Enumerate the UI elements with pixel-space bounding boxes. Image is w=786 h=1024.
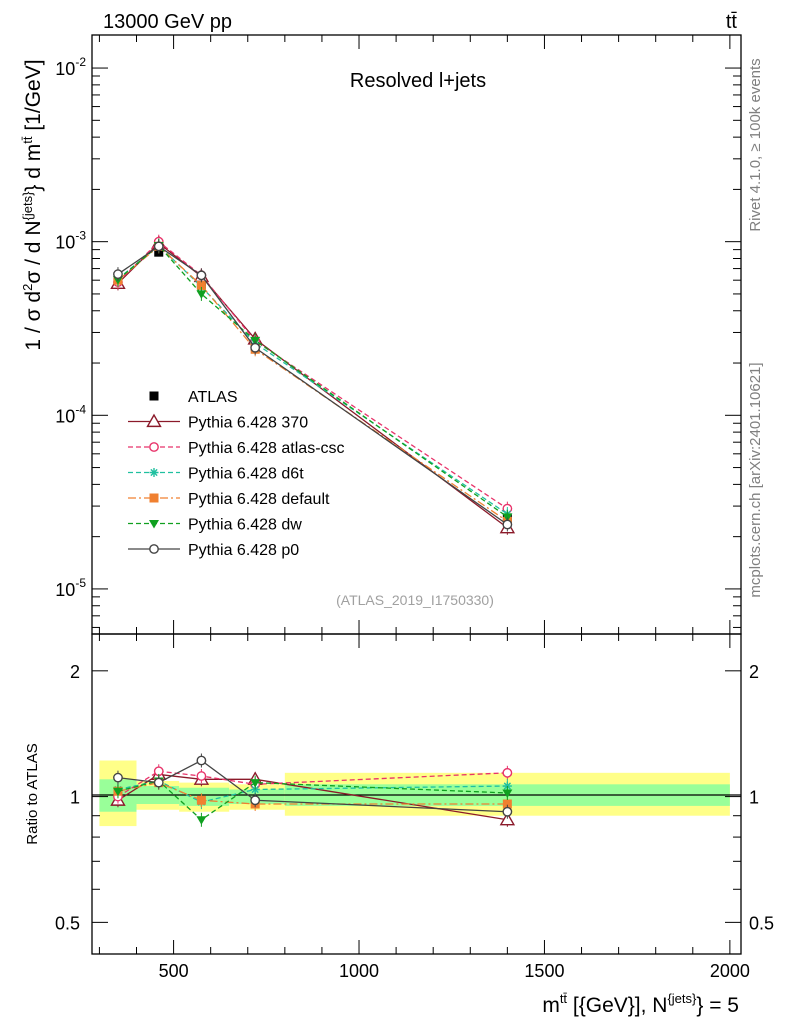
ratio-point-dw — [112, 787, 123, 797]
ratio-y-tick-label-left: 2 — [70, 662, 80, 682]
main-point-p0 — [113, 269, 123, 280]
legend-item-d6t: Pythia 6.428 d6t — [128, 466, 304, 483]
ratio-panel — [92, 753, 741, 827]
main-y-tick-label: 10-5 — [55, 576, 86, 600]
main-y-axis-label: 1 / σ d2σ / d N{jets}} d mtt̄ [1/GeV] — [20, 59, 45, 350]
main-point-dw — [196, 290, 207, 299]
legend-marker-dw — [149, 520, 159, 529]
main-line-atlas_csc — [117, 240, 508, 510]
ratio-y-tick-label-right: 1 — [749, 788, 759, 808]
legend-item-dw: Pythia 6.428 dw — [128, 517, 302, 534]
ratio-point-p0 — [502, 806, 513, 817]
ratio-point-dw — [502, 789, 513, 799]
rivet-label: Rivet 4.1.0, ≥ 100k events — [747, 58, 764, 231]
main-point-p0 — [196, 270, 207, 281]
main-point-p0 — [250, 342, 261, 353]
source-label: mcplots.cern.ch [arXiv:2401.10621] — [747, 362, 764, 597]
legend-item-p370: Pythia 6.428 370 — [128, 413, 308, 432]
ratio-point-p0 — [196, 755, 207, 766]
main-series-data — [113, 247, 512, 524]
main-series-p0 — [113, 239, 513, 532]
main-line-default — [117, 245, 508, 522]
legend-marker-p370 — [146, 413, 162, 428]
legend: ATLAS Pythia 6.428 370 Pythia 6.428 atlas-… — [128, 389, 345, 559]
process-label: tt̄ — [726, 11, 738, 33]
ratio-y-tick-label-right: 0.5 — [749, 913, 774, 933]
legend-marker-data — [149, 391, 159, 401]
legend-marker-atlas_csc — [149, 442, 159, 452]
ratio-point-p0 — [113, 772, 123, 783]
main-point-p0 — [153, 241, 164, 252]
legend-item-atlas_csc: Pythia 6.428 atlas-csc — [128, 440, 345, 457]
x-tick-label: 500 — [159, 961, 189, 981]
ratio-y-tick-label-left: 0.5 — [55, 913, 80, 933]
ratio-point-dw — [196, 816, 207, 825]
main-series-p370 — [110, 235, 516, 535]
ratio-point-default — [502, 799, 512, 809]
ratio-frame — [91, 633, 742, 955]
ratio-y-tick-label-left: 1 — [70, 788, 80, 808]
main-panel — [110, 234, 516, 535]
ratio-point-dw — [250, 779, 261, 788]
main-point-default — [196, 280, 206, 290]
main-y-tick-label: 10-2 — [55, 55, 86, 79]
x-tick-label: 2000 — [710, 961, 750, 981]
main-line-p370 — [117, 242, 508, 529]
x-tick-label: 1000 — [339, 961, 379, 981]
ratio-point-p0 — [153, 777, 164, 788]
main-y-tick-label: 10-4 — [55, 402, 86, 426]
main-line-p0 — [117, 245, 508, 526]
x-tick-label: 1500 — [524, 961, 564, 981]
x-axis-label: mtt̄ [{GeV}], N{jets}} = 5 — [542, 991, 739, 1017]
legend-marker-d6t — [149, 468, 159, 477]
ratio-point-p0 — [250, 795, 261, 806]
ratio-point-atlas_csc — [502, 767, 513, 778]
main-point-p0 — [502, 519, 513, 530]
legend-item-default: Pythia 6.428 default — [128, 491, 330, 508]
legend-label: Pythia 6.428 d6t — [188, 466, 304, 483]
ratio-point-p370 — [499, 811, 516, 826]
legend-marker-default — [149, 493, 159, 503]
main-y-tick-label: 10-3 — [55, 229, 86, 253]
energy-label: 13000 GeV pp — [103, 11, 232, 33]
ratio-point-atlas_csc — [196, 771, 207, 781]
legend-item-data: ATLAS — [149, 389, 238, 406]
legend-label: Pythia 6.428 default — [188, 491, 330, 508]
legend-item-p0: Pythia 6.428 p0 — [128, 542, 299, 559]
ratio-y-axis-label: Ratio to ATLAS — [24, 743, 41, 844]
legend-label: Pythia 6.428 p0 — [188, 542, 299, 559]
ratio-point-default — [196, 795, 206, 805]
main-series-dw — [112, 238, 513, 524]
ratio-y-tick-label-right: 2 — [749, 662, 759, 682]
legend-marker-p0 — [149, 544, 159, 554]
legend-label: Pythia 6.428 dw — [188, 517, 302, 534]
legend-label: Pythia 6.428 370 — [188, 415, 308, 432]
legend-label: Pythia 6.428 atlas-csc — [188, 440, 345, 457]
analysis-title: Resolved l+jets — [350, 70, 486, 92]
legend-label: ATLAS — [188, 389, 238, 406]
analysis-id: (ATLAS_2019_I1750330) — [336, 592, 494, 608]
main-line-dw — [117, 244, 508, 518]
ratio-series-p0 — [113, 753, 513, 819]
main-series-atlas_csc — [113, 234, 513, 516]
